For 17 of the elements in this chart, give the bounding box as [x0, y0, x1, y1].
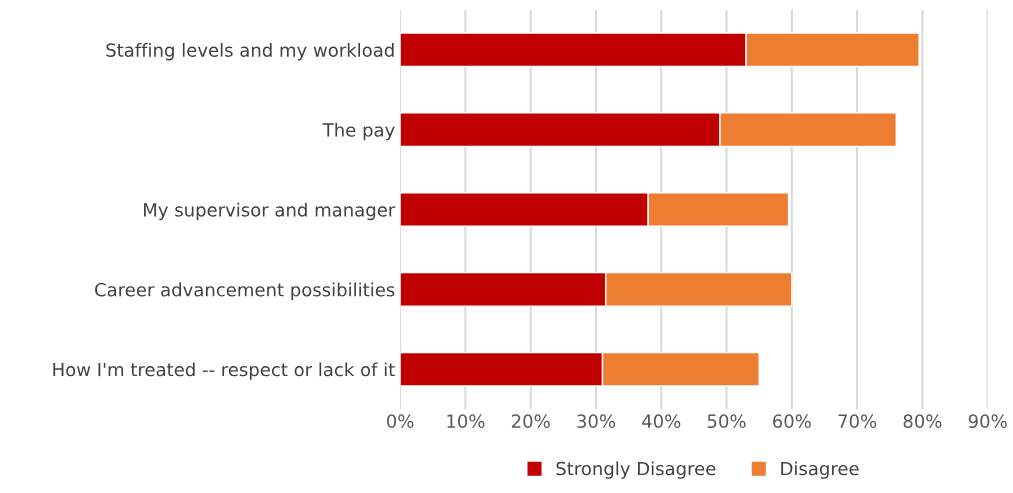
- x-tick-label: 50%: [707, 414, 746, 429]
- y-tick-label: How I'm treated -- respect or lack of it: [53, 362, 395, 380]
- x-tick-label: 80%: [903, 414, 942, 429]
- legend-label: Strongly Disagree: [556, 461, 716, 479]
- y-tick-label: Career advancement possibilities: [95, 282, 395, 301]
- y-tick-label: The pay: [322, 122, 395, 141]
- x-tick-label: 60%: [773, 414, 811, 429]
- y-tick-label: Staffing levels and my workload: [106, 42, 394, 61]
- x-tick-label: 10%: [447, 414, 485, 429]
- x-tick-label: 20%: [511, 414, 550, 429]
- y-tick-label: My supervisor and manager: [144, 202, 396, 221]
- x-tick-label: 70%: [838, 414, 877, 429]
- x-tick-label: 90%: [968, 414, 1007, 429]
- x-tick-label: 0%: [387, 414, 414, 429]
- x-tick-label: 30%: [577, 414, 616, 429]
- x-tick-label: 40%: [642, 414, 681, 429]
- legend-label: Disagree: [781, 461, 859, 479]
